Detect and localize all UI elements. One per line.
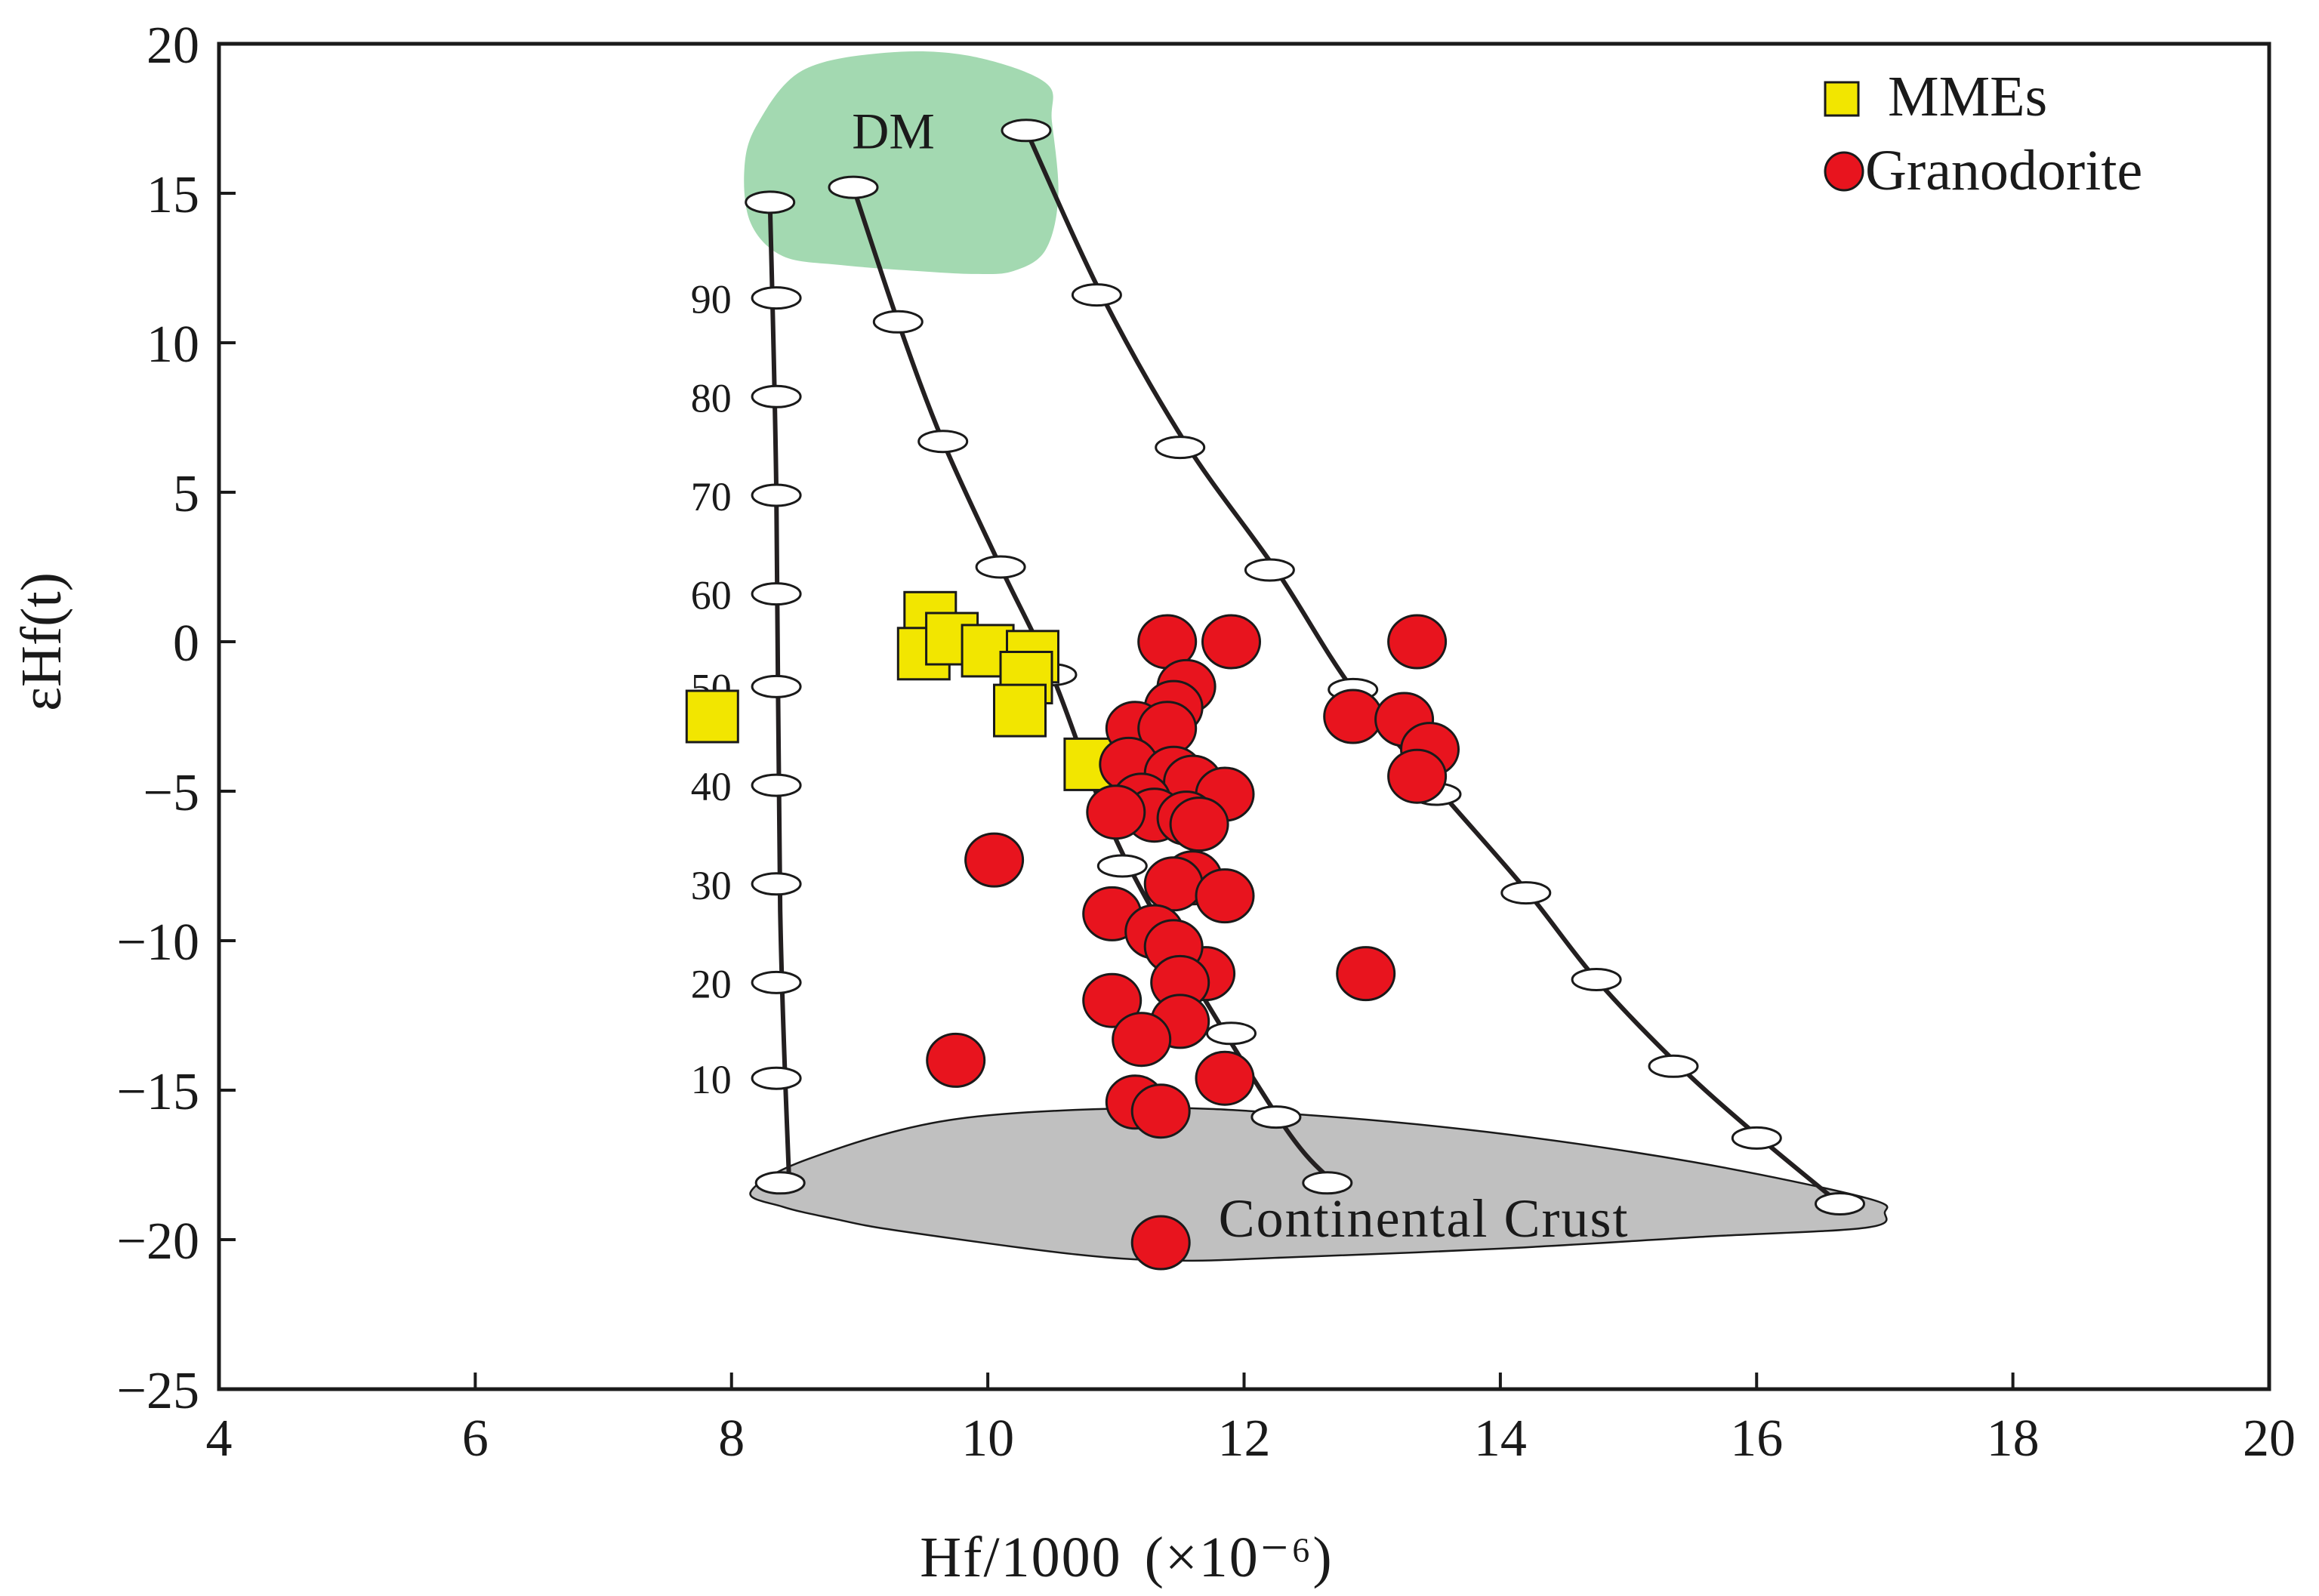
x-axis: 4 6 8 10 12 14 16 18 20 [206,1373,2296,1468]
x-tick-label: 20 [2243,1410,2296,1468]
x-axis-label: Hf/1000 (×10⁻⁶) [920,1526,1333,1589]
mme-point [993,683,1047,738]
x-tick-label: 16 [1730,1410,1783,1468]
mixing-tick-right-8 [1648,1054,1699,1078]
mixing-tick-left-0 [745,190,796,214]
mixing-tick-right-1 [1071,283,1122,307]
mme-point [685,689,739,744]
continental-crust-field-label: Continental Crust [1219,1188,1630,1249]
granodorite-point [1201,614,1261,670]
y-tick-label: 20 [146,17,199,75]
mixing-percent-label-20: 20 [691,961,732,1006]
mixing-tick-left-10 [754,1171,806,1195]
mixing-percent-label-80: 80 [691,375,732,421]
granodorite-point [1112,1012,1172,1068]
legend-granodorite-marker [1824,151,1864,192]
mixing-tick-right-0 [1001,119,1052,143]
granodorite-point [1387,614,1448,670]
mixing-tick-right-10 [1815,1192,1865,1215]
mixing-tick-middle-0 [828,175,879,199]
mixing-percent-label-30: 30 [691,863,732,908]
legend: MMEs Granodorite [1824,65,2142,202]
mixing-tick-middle-7 [1250,1105,1302,1129]
mixing-tick-right-7 [1571,968,1622,991]
x-tick-label: 18 [1987,1410,2040,1468]
legend-mme-label: MMEs [1888,65,2047,128]
y-axis: 20 15 10 5 0 −5 −10 −15 −20 −25 [117,17,236,1420]
mixing-tick-right-2 [1155,436,1206,460]
mixing-tick-right-3 [1244,558,1295,582]
legend-mme-marker [1824,81,1860,117]
x-tick-label: 14 [1474,1410,1527,1468]
x-axis-label-text: Hf/1000 [920,1526,1121,1589]
mixing-percent-label-70: 70 [691,474,732,519]
x-axis-label-unit: (×10⁻⁶) [1145,1526,1334,1589]
mixing-tick-middle-3 [975,555,1026,579]
mixing-tick-left-7 [751,872,802,896]
mixing-percent-label-10: 10 [691,1057,732,1102]
y-tick-label: −25 [117,1362,199,1420]
granodorite-point [1336,946,1396,1002]
mixing-curve-middle [851,186,1336,1185]
mixing-tick-left-8 [751,970,802,994]
mixing-tick-right-9 [1731,1126,1782,1150]
dm-field-region [744,51,1059,275]
granodorite-point [1169,796,1229,852]
mixing-tick-middle-1 [872,310,924,334]
mixing-tick-left-6 [751,773,802,797]
x-tick-label: 8 [718,1410,745,1468]
mixing-tick-left-3 [751,483,802,507]
granodorite-point [1195,868,1255,924]
x-tick-label: 4 [206,1410,233,1468]
granodorite-point [1195,1050,1255,1106]
y-tick-label: −20 [117,1212,199,1271]
mixing-tick-left-1 [751,286,802,310]
granodorite-point [1086,784,1146,840]
granodorite-point [1130,1083,1191,1139]
mixing-percent-label-90: 90 [691,277,732,322]
mixing-tick-middle-6 [1206,1021,1257,1046]
y-tick-label: 15 [146,166,199,224]
legend-granodorite-label: Granodorite [1865,139,2142,202]
granodorite-point [1082,972,1143,1028]
granodorite-point [1143,856,1204,912]
mixing-percent-label-40: 40 [691,764,732,809]
mixing-tick-left-2 [751,384,802,408]
y-tick-label: −5 [143,764,199,822]
y-tick-label: 5 [173,465,199,523]
granodorite-point [1130,1215,1191,1271]
mixing-tick-left-4 [751,582,802,606]
series-mmes [685,590,1118,791]
mixing-tick-middle-5 [1096,854,1148,878]
x-tick-label: 6 [462,1410,489,1468]
y-tick-label: 10 [146,316,199,374]
x-tick-label: 12 [1218,1410,1271,1468]
dm-field-label: DM [852,103,935,160]
mixing-tick-middle-8 [1302,1171,1353,1195]
y-tick-label: −10 [117,914,199,972]
x-tick-label: 10 [961,1410,1014,1468]
mixing-percent-label-60: 60 [691,573,732,618]
series-granodorite [926,614,1460,1271]
granodorite-point [1323,689,1383,744]
mixing-tick-left-9 [751,1066,802,1090]
field-dm: DM [744,51,1059,275]
granodorite-point [1387,748,1448,804]
mixing-tick-middle-2 [917,430,969,454]
granodorite-point [964,832,1025,888]
y-tick-label: 0 [173,615,199,673]
mixing-tick-left-5 [751,674,802,698]
granodorite-point [926,1032,986,1088]
mixing-tick-right-6 [1500,881,1552,905]
y-axis-label: εHf(t) [10,572,73,711]
y-tick-label: −15 [117,1063,199,1121]
